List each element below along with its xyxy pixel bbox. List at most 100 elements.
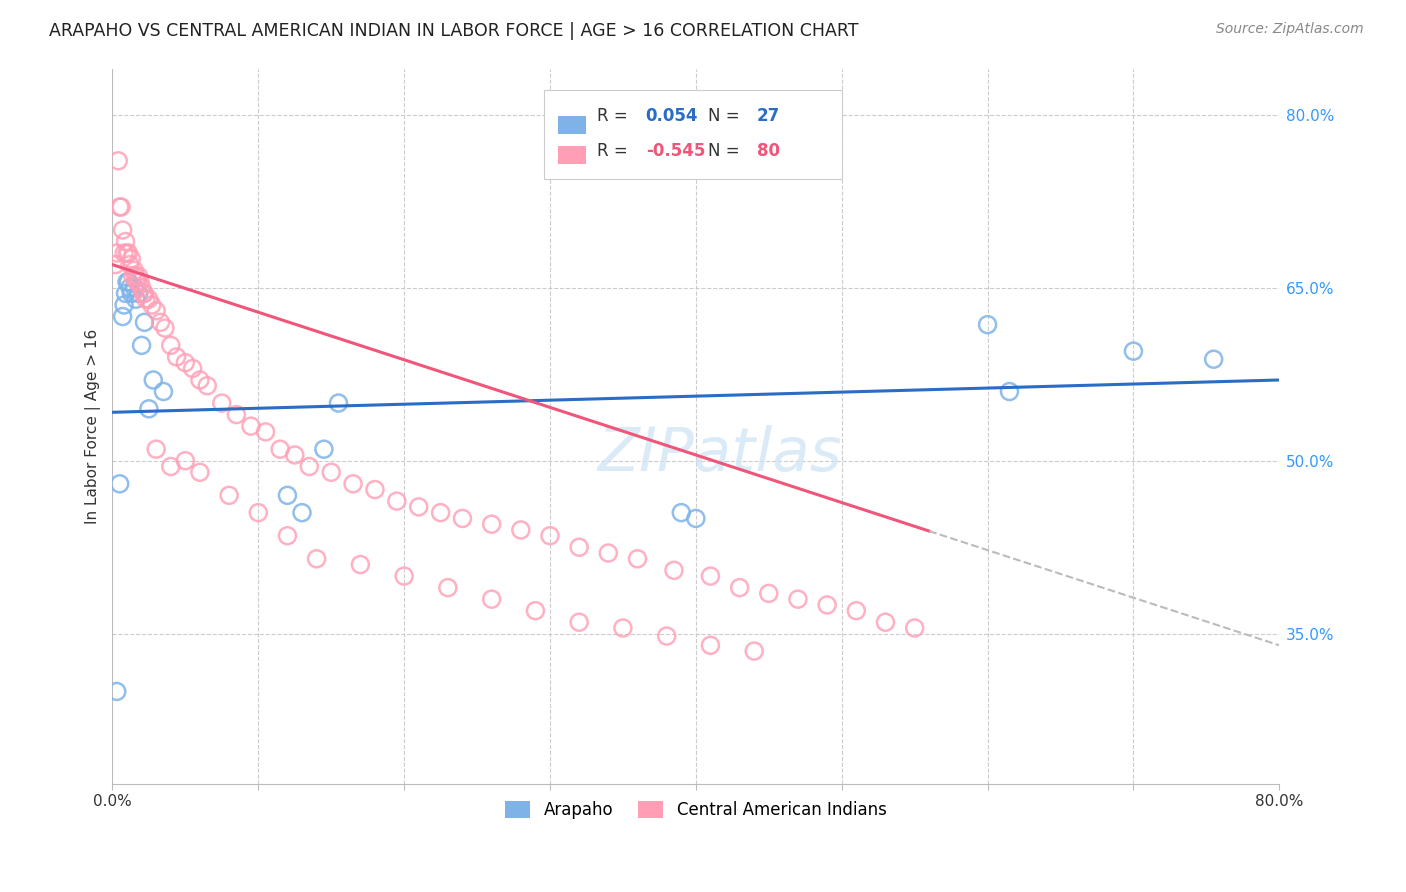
Y-axis label: In Labor Force | Age > 16: In Labor Force | Age > 16 xyxy=(86,328,101,524)
Point xyxy=(118,258,141,272)
Point xyxy=(188,465,211,479)
Point xyxy=(152,384,174,399)
Point xyxy=(998,384,1021,399)
Point xyxy=(742,644,765,658)
Point xyxy=(385,494,408,508)
Text: R =: R = xyxy=(596,142,633,160)
Text: Source: ZipAtlas.com: Source: ZipAtlas.com xyxy=(1216,22,1364,37)
Point xyxy=(269,442,291,457)
Text: R =: R = xyxy=(596,107,633,126)
Point xyxy=(129,275,152,289)
Point xyxy=(364,483,387,497)
Point xyxy=(685,511,707,525)
Point xyxy=(132,286,155,301)
Point xyxy=(321,465,343,479)
Point xyxy=(728,581,751,595)
Point xyxy=(626,551,648,566)
Point xyxy=(437,581,460,595)
Point xyxy=(134,286,156,301)
Point xyxy=(142,373,165,387)
Point xyxy=(195,378,218,392)
Point xyxy=(108,476,131,491)
Point xyxy=(105,684,128,698)
Point xyxy=(145,442,167,457)
Point xyxy=(699,638,721,652)
Point xyxy=(135,292,157,306)
Point xyxy=(845,604,868,618)
Point xyxy=(107,153,129,168)
Point xyxy=(110,200,132,214)
Point xyxy=(115,246,138,260)
Point xyxy=(904,621,927,635)
Point xyxy=(481,592,503,607)
Text: N =: N = xyxy=(707,107,744,126)
Point xyxy=(121,269,143,284)
Point xyxy=(111,223,134,237)
Point xyxy=(758,586,780,600)
Point xyxy=(115,275,138,289)
Point xyxy=(671,506,693,520)
Point xyxy=(451,511,474,525)
Point xyxy=(149,315,172,329)
Point xyxy=(138,292,160,306)
Point xyxy=(291,506,314,520)
FancyBboxPatch shape xyxy=(544,90,842,179)
Point xyxy=(875,615,897,630)
Point xyxy=(298,459,321,474)
Point xyxy=(134,315,156,329)
Point xyxy=(114,286,136,301)
Point xyxy=(145,303,167,318)
Point xyxy=(124,281,146,295)
Text: -0.545: -0.545 xyxy=(645,142,704,160)
Point xyxy=(174,454,197,468)
Point xyxy=(153,321,176,335)
Point xyxy=(976,318,998,332)
Legend: Arapaho, Central American Indians: Arapaho, Central American Indians xyxy=(499,794,893,825)
Point xyxy=(125,292,148,306)
Point xyxy=(128,269,150,284)
Point xyxy=(662,563,685,577)
Text: N =: N = xyxy=(707,142,744,160)
Point xyxy=(408,500,430,514)
Point xyxy=(568,615,591,630)
Text: ZIPatlas: ZIPatlas xyxy=(598,425,842,484)
Point xyxy=(159,338,181,352)
Point xyxy=(114,235,136,249)
Point xyxy=(105,246,128,260)
Point xyxy=(127,275,149,289)
FancyBboxPatch shape xyxy=(558,116,586,134)
Point xyxy=(524,604,547,618)
Point xyxy=(211,396,233,410)
Point xyxy=(218,488,240,502)
Point xyxy=(104,258,127,272)
Point xyxy=(538,529,561,543)
Point xyxy=(131,281,153,295)
Text: 0.054: 0.054 xyxy=(645,107,699,126)
Point xyxy=(108,200,131,214)
Point xyxy=(240,419,263,434)
Point xyxy=(125,269,148,284)
Point xyxy=(312,442,335,457)
Point xyxy=(815,598,838,612)
Point xyxy=(138,401,160,416)
Point xyxy=(509,523,531,537)
Text: 27: 27 xyxy=(756,107,780,126)
Point xyxy=(124,263,146,277)
Point xyxy=(284,448,307,462)
Point xyxy=(568,541,591,555)
Point xyxy=(392,569,415,583)
Text: ARAPAHO VS CENTRAL AMERICAN INDIAN IN LABOR FORCE | AGE > 16 CORRELATION CHART: ARAPAHO VS CENTRAL AMERICAN INDIAN IN LA… xyxy=(49,22,859,40)
Point xyxy=(141,298,163,312)
Point xyxy=(117,275,139,289)
Point xyxy=(276,529,298,543)
Point xyxy=(787,592,810,607)
Point xyxy=(131,338,153,352)
Point xyxy=(276,488,298,502)
Point xyxy=(1122,344,1144,359)
Point xyxy=(120,286,142,301)
Point xyxy=(181,361,204,376)
Point xyxy=(112,298,135,312)
Point xyxy=(188,373,211,387)
Point xyxy=(305,551,328,566)
FancyBboxPatch shape xyxy=(558,146,586,164)
